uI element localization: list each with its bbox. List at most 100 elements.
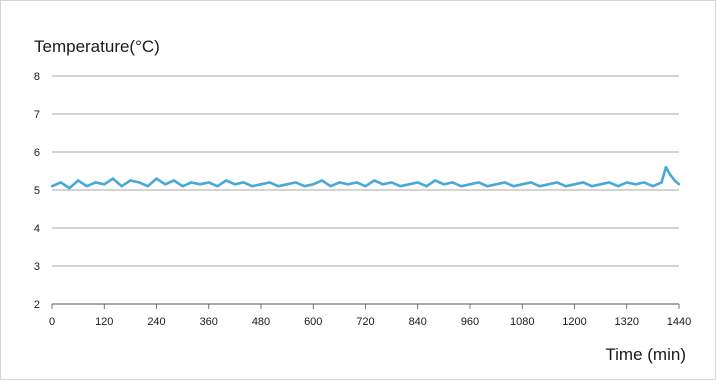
data-point: [207, 181, 210, 184]
data-point: [198, 183, 202, 186]
x-tick-label: 360: [200, 316, 218, 328]
series-lines: [50, 165, 681, 190]
data-point: [277, 185, 280, 188]
data-point: [468, 183, 472, 186]
x-tick-label: 1320: [615, 316, 639, 328]
data-point: [547, 183, 550, 186]
data-point: [216, 185, 219, 188]
data-point: [433, 179, 437, 182]
data-point: [373, 179, 376, 182]
data-point: [155, 177, 158, 180]
y-tick-label: 4: [34, 223, 40, 235]
data-point: [85, 185, 89, 188]
data-point: [268, 181, 271, 184]
data-point: [407, 183, 411, 186]
data-point: [294, 181, 298, 184]
data-point: [303, 185, 306, 188]
data-point: [486, 185, 489, 188]
data-point: [50, 185, 54, 188]
data-point: [512, 185, 515, 188]
y-tick-labels: 2 3 4 5 6 7 8: [34, 71, 40, 311]
data-point: [338, 181, 341, 184]
data-point: [564, 185, 567, 188]
data-point: [129, 179, 132, 182]
data-point: [312, 183, 315, 186]
data-point: [599, 183, 602, 186]
data-point: [355, 181, 358, 184]
y-tick-label: 7: [34, 109, 40, 121]
x-axis-label: Time (min): [605, 345, 686, 364]
data-point: [494, 183, 498, 186]
data-point: [521, 183, 524, 186]
data-point: [172, 179, 176, 182]
x-tick-label: 600: [304, 316, 322, 328]
grid-lines: [51, 75, 680, 309]
data-point: [259, 183, 263, 186]
data-point: [634, 183, 637, 186]
data-point: [664, 166, 668, 169]
data-point: [590, 185, 594, 188]
data-point: [582, 181, 585, 184]
data-point: [381, 183, 385, 186]
data-point: [642, 181, 646, 184]
data-point: [76, 179, 80, 182]
data-point: [616, 185, 620, 188]
data-point: [251, 185, 254, 188]
data-point: [329, 185, 332, 188]
y-axis-label: Temperature(°C): [34, 37, 160, 56]
x-tick-label: 120: [95, 316, 113, 328]
data-point: [416, 181, 419, 184]
data-point: [103, 183, 106, 186]
data-point: [94, 181, 97, 184]
data-point: [190, 181, 193, 184]
data-point: [233, 183, 237, 186]
data-point: [146, 185, 149, 188]
x-tick-labels: 0 120 240 360 480 600 720 840 960 1080 1200 1320 144…: [49, 316, 691, 328]
data-point: [111, 177, 115, 180]
temperature-series-line: [51, 165, 680, 190]
y-tick-label: 8: [34, 71, 40, 83]
data-point: [390, 181, 393, 184]
y-tick-label: 6: [34, 147, 40, 159]
data-point: [137, 181, 141, 184]
x-tick-label: 1200: [562, 316, 586, 328]
x-tick-label: 720: [356, 316, 374, 328]
data-point: [442, 183, 446, 186]
data-point: [346, 183, 350, 186]
data-point: [529, 181, 533, 184]
data-point: [451, 181, 454, 184]
data-point: [477, 181, 480, 184]
data-point: [460, 185, 463, 188]
data-point: [399, 185, 402, 188]
x-tick-label: 1080: [510, 316, 534, 328]
data-point: [181, 185, 184, 188]
data-point: [677, 183, 681, 186]
data-point: [364, 185, 367, 188]
data-point: [573, 183, 576, 186]
y-tick-label: 2: [34, 299, 40, 311]
data-point: [120, 185, 123, 188]
x-tick-label: 1440: [667, 316, 691, 328]
data-point: [625, 181, 628, 184]
data-point: [285, 183, 289, 186]
x-tick-label: 240: [147, 316, 165, 328]
x-tick-label: 0: [49, 316, 55, 328]
y-tick-label: 3: [34, 261, 40, 273]
data-point: [608, 181, 611, 184]
data-point: [651, 185, 655, 188]
data-point: [242, 181, 245, 184]
data-point: [673, 179, 676, 182]
y-tick-label: 5: [34, 185, 40, 197]
data-point: [224, 179, 228, 182]
data-point: [59, 181, 62, 184]
data-point: [503, 181, 507, 184]
data-point: [68, 186, 71, 190]
x-tick-label: 840: [409, 316, 427, 328]
data-point: [555, 181, 559, 184]
data-point: [164, 183, 167, 186]
data-point: [660, 181, 663, 184]
x-tick-label: 480: [252, 316, 270, 328]
data-point: [669, 173, 672, 176]
data-point: [425, 185, 428, 188]
